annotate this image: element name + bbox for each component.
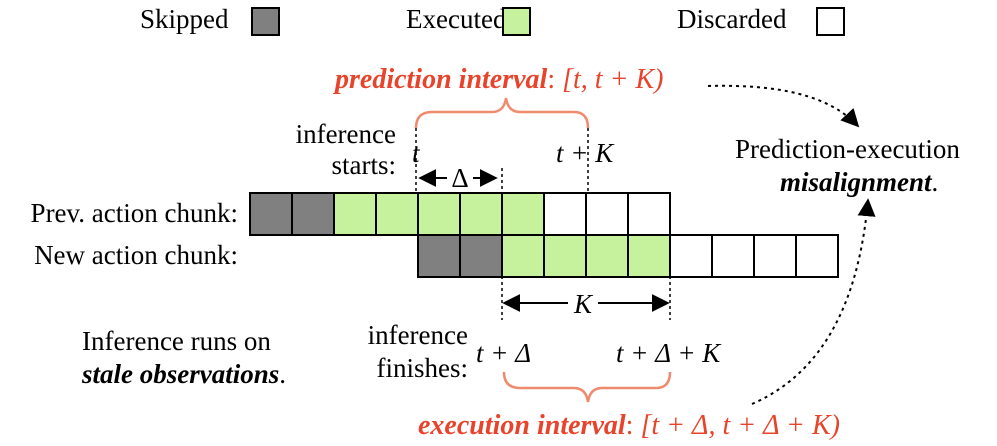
new-chunk-cell-executed — [585, 234, 629, 278]
legend-executed-swatch — [502, 7, 531, 36]
legend-discarded-swatch — [816, 7, 845, 36]
inference-finishes-line1: inference — [368, 320, 468, 350]
inference-finishes-line2: finishes: — [377, 353, 469, 383]
new-chunk-cell-discarded — [795, 234, 839, 278]
prediction-bracket — [414, 97, 590, 129]
legend-skipped-label: Skipped — [140, 4, 229, 34]
prev-chunk-cell-discarded — [627, 192, 671, 236]
execution-interval-label: execution interval — [418, 410, 626, 441]
new-chunk-label: New action chunk: — [34, 240, 238, 270]
misalignment-note-line1: Prediction-execution — [735, 134, 960, 164]
misalignment-note-line2: misalignment. — [780, 167, 938, 197]
prev-chunk-cell-skipped — [291, 192, 335, 236]
t-plus-delta-plus-k-label: t + Δ + K — [616, 338, 722, 368]
prediction-interval-label: prediction interval — [333, 64, 548, 95]
new-chunk-cell-skipped — [459, 234, 503, 278]
execution-interval-range: [t + Δ, t + Δ + K) — [640, 410, 840, 441]
new-action-chunk — [417, 234, 839, 278]
legend-skipped-swatch — [251, 7, 280, 36]
new-chunk-cell-discarded — [753, 234, 797, 278]
stale-observations: stale observations — [81, 359, 279, 389]
new-chunk-cell-executed — [627, 234, 671, 278]
new-chunk-cell-discarded — [711, 234, 755, 278]
legend-executed-label: Executed — [406, 4, 507, 34]
inference-starts-line1: inference — [296, 119, 396, 149]
stale-note-line2: stale observations. — [81, 359, 286, 389]
prediction-to-misalignment-arrow — [707, 84, 860, 128]
delta-label: Δ — [451, 163, 468, 193]
execution-to-misalignment-arrow — [751, 198, 876, 405]
prediction-interval-title: prediction interval: [t, t + K) — [333, 64, 663, 95]
new-chunk-cell-executed — [543, 234, 587, 278]
execution-interval-title: execution interval: [t + Δ, t + Δ + K) — [418, 410, 840, 441]
t-plus-k-label: t + K — [556, 138, 615, 168]
legend: Skipped Executed Discarded — [140, 4, 845, 36]
new-chunk-cell-skipped — [417, 234, 461, 278]
new-chunk-cell-discarded — [669, 234, 713, 278]
prev-chunk-cell-executed — [333, 192, 377, 236]
prediction-interval-range: [t, t + K) — [562, 64, 663, 95]
prev-chunk-cell-discarded — [585, 192, 629, 236]
prev-action-chunk — [249, 192, 671, 236]
execution-bracket — [502, 371, 672, 403]
t-plus-delta-label: t + Δ — [476, 338, 531, 368]
inference-starts-line2: starts: — [332, 150, 397, 180]
prev-chunk-cell-executed — [375, 192, 419, 236]
prev-chunk-cell-discarded — [543, 192, 587, 236]
k-label: K — [573, 289, 594, 319]
prev-chunk-cell-skipped — [249, 192, 293, 236]
prev-chunk-cell-executed — [417, 192, 461, 236]
new-chunk-cell-executed — [501, 234, 545, 278]
prev-chunk-cell-executed — [459, 192, 503, 236]
misalignment-word: misalignment — [780, 167, 933, 197]
stale-note-line1: Inference runs on — [82, 326, 271, 356]
prev-chunk-label: Prev. action chunk: — [31, 198, 238, 228]
legend-discarded-label: Discarded — [677, 4, 787, 34]
prev-chunk-cell-executed — [501, 192, 545, 236]
